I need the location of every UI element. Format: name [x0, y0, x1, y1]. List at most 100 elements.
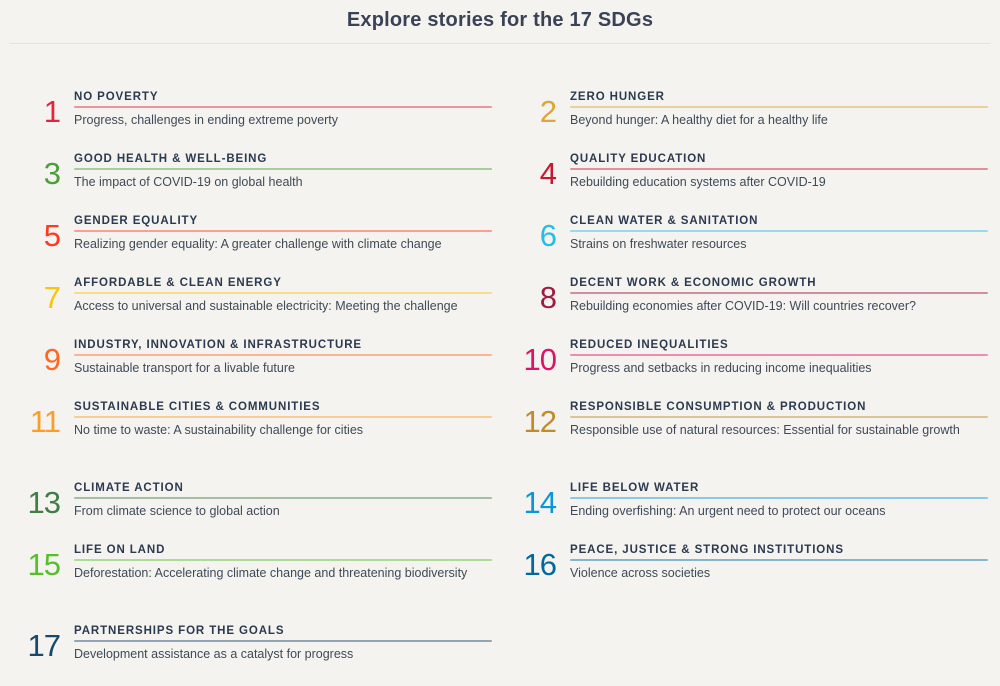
sdg-color-underline — [570, 230, 988, 232]
sdg-item-body: AFFORDABLE & CLEAN ENERGY Access to univ… — [74, 275, 492, 313]
sdg-story-item-3[interactable]: 3 GOOD HEALTH & WELL-BEING The impact of… — [18, 151, 492, 213]
sdg-title: LIFE ON LAND — [74, 544, 166, 556]
sdg-title: PEACE, JUSTICE & STRONG INSTITUTIONS — [570, 544, 844, 556]
sdg-column-left: 1 NO POVERTY Progress, challenges in end… — [18, 89, 492, 685]
sdg-story-item-2[interactable]: 2 ZERO HUNGER Beyond hunger: A healthy d… — [514, 89, 988, 151]
sdg-item-body: NO POVERTY Progress, challenges in endin… — [74, 89, 492, 127]
sdg-item-body: QUALITY EDUCATION Rebuilding education s… — [570, 151, 988, 189]
sdg-story-item-13[interactable]: 13 CLIMATE ACTION From climate science t… — [18, 480, 492, 542]
sdg-title: SUSTAINABLE CITIES & COMMUNITIES — [74, 401, 321, 413]
sdg-color-underline — [74, 230, 492, 232]
sdg-title: LIFE BELOW WATER — [570, 482, 700, 494]
sdg-description: Responsible use of natural resources: Es… — [570, 423, 960, 437]
sdg-number: 7 — [43, 280, 61, 315]
sdg-number: 13 — [27, 485, 61, 520]
sdg-story-item-14[interactable]: 14 LIFE BELOW WATER Ending overfishing: … — [514, 480, 988, 542]
sdg-number: 4 — [539, 156, 557, 191]
sdg-description: Realizing gender equality: A greater cha… — [74, 237, 442, 251]
sdg-color-underline — [74, 559, 492, 561]
sdg-story-item-8[interactable]: 8 DECENT WORK & ECONOMIC GROWTH Rebuildi… — [514, 275, 988, 337]
sdg-title: GOOD HEALTH & WELL-BEING — [74, 153, 268, 165]
sdg-description: Progress and setbacks in reducing income… — [570, 361, 872, 375]
sdg-title: ZERO HUNGER — [570, 91, 665, 103]
sdg-number: 14 — [523, 485, 557, 520]
sdg-item-body: GENDER EQUALITY Realizing gender equalit… — [74, 213, 492, 251]
header-divider — [10, 43, 990, 44]
sdg-title: AFFORDABLE & CLEAN ENERGY — [74, 277, 282, 289]
sdg-description: Violence across societies — [570, 566, 711, 580]
sdg-number: 17 — [27, 628, 61, 663]
sdg-number: 15 — [27, 547, 61, 582]
sdg-item-body: ZERO HUNGER Beyond hunger: A healthy die… — [570, 89, 988, 127]
sdg-title: QUALITY EDUCATION — [570, 153, 707, 165]
sdg-color-underline — [570, 416, 988, 418]
sdg-story-item-17[interactable]: 17 PARTNERSHIPS FOR THE GOALS Developmen… — [18, 623, 492, 685]
sdg-number: 1 — [43, 94, 61, 129]
sdg-item-body: PEACE, JUSTICE & STRONG INSTITUTIONS Vio… — [570, 542, 988, 580]
sdg-item-body: RESPONSIBLE CONSUMPTION & PRODUCTION Res… — [570, 399, 988, 437]
sdg-number: 3 — [43, 156, 61, 191]
sdg-story-item-7[interactable]: 7 AFFORDABLE & CLEAN ENERGY Access to un… — [18, 275, 492, 337]
sdg-item-body: DECENT WORK & ECONOMIC GROWTH Rebuilding… — [570, 275, 988, 313]
sdg-title: REDUCED INEQUALITIES — [570, 339, 729, 351]
sdg-title: CLEAN WATER & SANITATION — [570, 215, 759, 227]
sdg-number: 11 — [29, 404, 61, 439]
sdg-description: Beyond hunger: A healthy diet for a heal… — [570, 113, 828, 127]
sdg-story-item-12[interactable]: 12 RESPONSIBLE CONSUMPTION & PRODUCTION … — [514, 399, 988, 461]
sdg-item-body: SUSTAINABLE CITIES & COMMUNITIES No time… — [74, 399, 492, 437]
sdg-number: 6 — [539, 218, 557, 253]
sdg-story-item-11[interactable]: 11 SUSTAINABLE CITIES & COMMUNITIES No t… — [18, 399, 492, 461]
sdg-story-item-16[interactable]: 16 PEACE, JUSTICE & STRONG INSTITUTIONS … — [514, 542, 988, 604]
sdg-color-underline — [74, 416, 492, 418]
sdg-item-body: LIFE ON LAND Deforestation: Accelerating… — [74, 542, 492, 580]
sdg-description: Progress, challenges in ending extreme p… — [74, 113, 339, 127]
sdg-color-underline — [570, 168, 988, 170]
sdg-number: 16 — [523, 547, 557, 582]
sdg-description: From climate science to global action — [74, 504, 280, 518]
sdg-title: CLIMATE ACTION — [74, 482, 184, 494]
sdg-color-underline — [74, 497, 492, 499]
sdg-description: The impact of COVID-19 on global health — [74, 175, 303, 189]
sdg-story-item-6[interactable]: 6 CLEAN WATER & SANITATION Strains on fr… — [514, 213, 988, 275]
sdg-number: 5 — [43, 218, 61, 253]
sdg-description: Ending overfishing: An urgent need to pr… — [570, 504, 886, 518]
sdg-description: Development assistance as a catalyst for… — [74, 647, 354, 661]
sdg-number: 2 — [539, 94, 557, 129]
sdg-story-item-4[interactable]: 4 QUALITY EDUCATION Rebuilding education… — [514, 151, 988, 213]
sdg-description: Rebuilding education systems after COVID… — [570, 175, 826, 189]
sdg-description: Access to universal and sustainable elec… — [74, 299, 458, 313]
sdg-color-underline — [570, 354, 988, 356]
sdg-item-body: GOOD HEALTH & WELL-BEING The impact of C… — [74, 151, 492, 189]
sdg-title: DECENT WORK & ECONOMIC GROWTH — [570, 277, 817, 289]
sdg-description: Deforestation: Accelerating climate chan… — [74, 566, 468, 580]
sdg-color-underline — [570, 559, 988, 561]
sdg-story-item-15[interactable]: 15 LIFE ON LAND Deforestation: Accelerat… — [18, 542, 492, 604]
sdg-description: Sustainable transport for a livable futu… — [74, 361, 295, 375]
sdg-color-underline — [74, 168, 492, 170]
sdg-color-underline — [570, 292, 988, 294]
sdg-item-body: INDUSTRY, INNOVATION & INFRASTRUCTURE Su… — [74, 337, 492, 375]
sdg-color-underline — [74, 292, 492, 294]
sdg-item-body: CLEAN WATER & SANITATION Strains on fres… — [570, 213, 988, 251]
sdg-number: 12 — [523, 404, 557, 439]
sdg-description: Strains on freshwater resources — [570, 237, 747, 251]
sdg-story-item-1[interactable]: 1 NO POVERTY Progress, challenges in end… — [18, 89, 492, 151]
sdg-description: Rebuilding economies after COVID-19: Wil… — [570, 299, 916, 313]
sdg-story-item-10[interactable]: 10 REDUCED INEQUALITIES Progress and set… — [514, 337, 988, 399]
sdg-number: 9 — [43, 342, 61, 377]
sdg-color-underline — [74, 106, 492, 108]
sdg-title: PARTNERSHIPS FOR THE GOALS — [74, 625, 285, 637]
sdg-item-body: LIFE BELOW WATER Ending overfishing: An … — [570, 480, 988, 518]
sdg-story-item-9[interactable]: 9 INDUSTRY, INNOVATION & INFRASTRUCTURE … — [18, 337, 492, 399]
sdg-item-body: PARTNERSHIPS FOR THE GOALS Development a… — [74, 623, 492, 661]
sdg-story-item-5[interactable]: 5 GENDER EQUALITY Realizing gender equal… — [18, 213, 492, 275]
sdg-number: 8 — [539, 280, 557, 315]
sdg-columns: 1 NO POVERTY Progress, challenges in end… — [0, 44, 1000, 685]
sdg-description: No time to waste: A sustainability chall… — [74, 423, 364, 437]
sdg-color-underline — [570, 106, 988, 108]
sdg-title: GENDER EQUALITY — [74, 215, 199, 227]
sdg-color-underline — [570, 497, 988, 499]
page-title: Explore stories for the 17 SDGs — [346, 9, 654, 31]
sdg-color-underline — [74, 354, 492, 356]
